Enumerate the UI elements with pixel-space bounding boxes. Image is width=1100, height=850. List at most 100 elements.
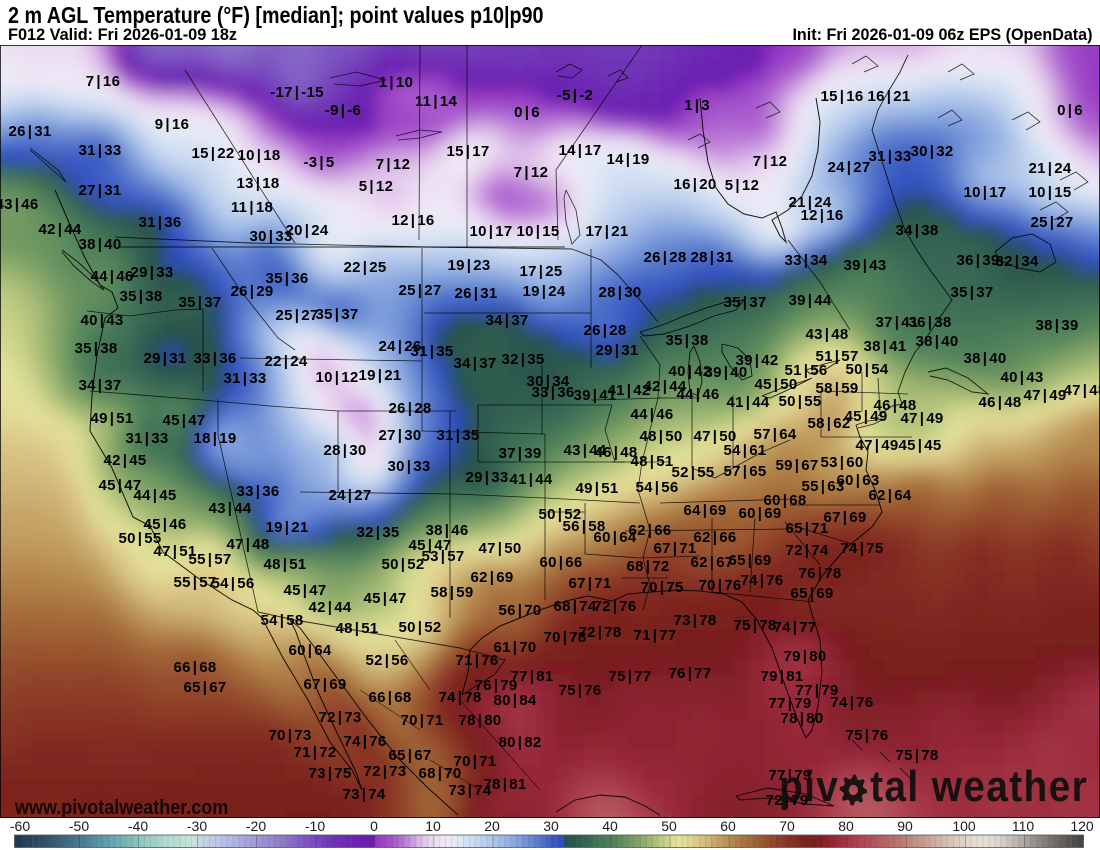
svg-text:39|44: 39 | 44 (788, 292, 831, 309)
svg-text:73|78: 73 | 78 (673, 612, 716, 629)
svg-text:78|81: 78 | 81 (483, 776, 526, 793)
svg-text:38|40: 38 | 40 (963, 350, 1006, 367)
svg-text:71|76: 71 | 76 (455, 652, 498, 669)
svg-text:42|44: 42 | 44 (643, 378, 686, 395)
svg-text:60|69: 60 | 69 (738, 505, 781, 522)
svg-text:47|49: 47 | 49 (900, 410, 943, 427)
svg-text:31|36: 31 | 36 (138, 214, 181, 231)
svg-text:76|77: 76 | 77 (668, 665, 711, 682)
svg-text:35|38: 35 | 38 (119, 288, 162, 305)
svg-text:7|16: 7 | 16 (86, 73, 120, 90)
svg-text:9|16: 9 | 16 (155, 116, 189, 133)
svg-text:65|69: 65 | 69 (728, 552, 771, 569)
svg-text:35|37: 35 | 37 (315, 306, 358, 323)
svg-text:62|64: 62 | 64 (868, 487, 911, 504)
svg-text:tal weather: tal weather (870, 761, 1088, 811)
svg-text:32|35: 32 | 35 (501, 351, 544, 368)
svg-text:17|21: 17 | 21 (585, 223, 628, 240)
svg-text:35|37: 35 | 37 (723, 294, 766, 311)
svg-text:12|16: 12 | 16 (391, 212, 434, 229)
svg-text:36|38: 36 | 38 (908, 314, 951, 331)
svg-text:17|25: 17 | 25 (519, 263, 562, 280)
svg-text:70|76: 70 | 76 (698, 577, 741, 594)
svg-text:48|51: 48 | 51 (335, 620, 378, 637)
svg-text:30|33: 30 | 33 (387, 458, 430, 475)
svg-text:78|80: 78 | 80 (780, 710, 823, 727)
svg-text:57|64: 57 | 64 (753, 426, 796, 443)
svg-text:38|40: 38 | 40 (78, 236, 121, 253)
svg-text:31|35: 31 | 35 (410, 343, 453, 360)
svg-text:34|37: 34 | 37 (485, 312, 528, 329)
svg-text:26|28: 26 | 28 (583, 322, 626, 339)
svg-text:72|74: 72 | 74 (785, 542, 828, 559)
svg-text:64|69: 64 | 69 (683, 502, 726, 519)
svg-text:1|10: 1 | 10 (379, 74, 413, 91)
svg-text:66|68: 66 | 68 (173, 659, 216, 676)
svg-text:29|31: 29 | 31 (595, 342, 638, 359)
svg-text:75|76: 75 | 76 (845, 727, 888, 744)
svg-text:47|50: 47 | 50 (478, 540, 521, 557)
svg-text:-3|5: -3 | 5 (303, 154, 334, 171)
svg-text:74|75: 74 | 75 (840, 540, 883, 557)
svg-text:75|76: 75 | 76 (558, 682, 601, 699)
svg-text:15|16: 15 | 16 (820, 88, 863, 105)
svg-text:10|18: 10 | 18 (237, 147, 280, 164)
svg-text:52|56: 52 | 56 (365, 652, 408, 669)
svg-text:20|24: 20 | 24 (285, 222, 328, 239)
svg-text:55|57: 55 | 57 (173, 574, 216, 591)
svg-text:79|80: 79 | 80 (783, 648, 826, 665)
svg-text:60|66: 60 | 66 (539, 554, 582, 571)
svg-text:41|44: 41 | 44 (726, 394, 769, 411)
svg-text:50|54: 50 | 54 (845, 361, 888, 378)
svg-text:70|75: 70 | 75 (640, 579, 683, 596)
svg-text:41|44: 41 | 44 (509, 471, 552, 488)
svg-text:28|30: 28 | 30 (598, 284, 641, 301)
svg-text:10|15: 10 | 15 (1028, 184, 1071, 201)
svg-text:56|70: 56 | 70 (498, 602, 541, 619)
svg-text:68|72: 68 | 72 (626, 558, 669, 575)
svg-text:13|18: 13 | 18 (236, 175, 279, 192)
svg-text:36|39: 36 | 39 (956, 252, 999, 269)
svg-text:35|37: 35 | 37 (950, 284, 993, 301)
svg-text:50|52: 50 | 52 (381, 556, 424, 573)
svg-text:27|30: 27 | 30 (378, 427, 421, 444)
svg-text:15|22: 15 | 22 (191, 145, 234, 162)
svg-text:14|19: 14 | 19 (606, 151, 649, 168)
svg-text:33|36: 33 | 36 (193, 350, 236, 367)
svg-text:68|74: 68 | 74 (553, 598, 596, 615)
svg-text:22|24: 22 | 24 (264, 353, 307, 370)
svg-text:43|44: 43 | 44 (208, 500, 251, 517)
svg-text:7|12: 7 | 12 (753, 153, 787, 170)
svg-text:11|18: 11 | 18 (231, 199, 273, 216)
svg-text:32|34: 32 | 34 (995, 253, 1038, 270)
svg-text:18|19: 18 | 19 (193, 430, 236, 447)
svg-text:31|33: 31 | 33 (223, 370, 266, 387)
svg-text:74|76: 74 | 76 (740, 572, 783, 589)
svg-text:31|35: 31 | 35 (436, 427, 479, 444)
svg-text:0|6: 0 | 6 (1057, 102, 1083, 119)
svg-text:54|56: 54 | 56 (635, 479, 678, 496)
svg-text:28|30: 28 | 30 (323, 442, 366, 459)
svg-text:-17|-15: -17 | -15 (270, 84, 324, 101)
svg-text:35|38: 35 | 38 (665, 332, 708, 349)
svg-text:43|48: 43 | 48 (805, 326, 848, 343)
svg-text:35|37: 35 | 37 (178, 294, 221, 311)
svg-text:49|51: 49 | 51 (90, 410, 133, 427)
svg-text:38|41: 38 | 41 (863, 338, 906, 355)
svg-text:24|27: 24 | 27 (827, 159, 870, 176)
svg-text:60|64: 60 | 64 (288, 642, 331, 659)
svg-text:70|71: 70 | 71 (453, 753, 496, 770)
svg-text:74|77: 74 | 77 (773, 619, 816, 636)
svg-text:62|66: 62 | 66 (628, 522, 671, 539)
svg-text:38|39: 38 | 39 (1035, 317, 1078, 334)
svg-text:62|69: 62 | 69 (470, 569, 513, 586)
svg-text:70|71: 70 | 71 (400, 712, 443, 729)
svg-text:19|21: 19 | 21 (265, 519, 308, 536)
svg-text:44|46: 44 | 46 (630, 406, 673, 423)
svg-text:33|36: 33 | 36 (531, 384, 574, 401)
svg-text:42|44: 42 | 44 (38, 221, 81, 238)
svg-text:10|15: 10 | 15 (516, 223, 559, 240)
svg-text:57|65: 57 | 65 (723, 463, 766, 480)
svg-text:47|48: 47|48 (226, 536, 269, 553)
svg-text:31|33: 31 | 33 (868, 148, 911, 165)
